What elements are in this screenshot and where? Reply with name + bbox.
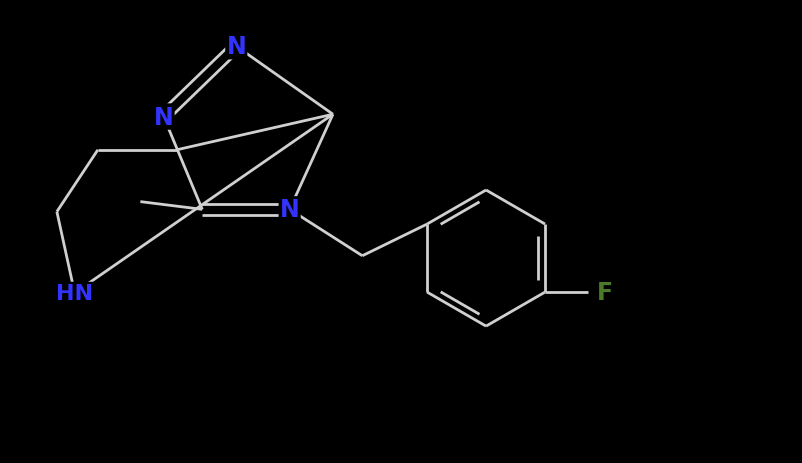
Text: F: F [597,281,613,305]
Text: N: N [226,35,246,59]
Text: N: N [280,198,299,222]
Text: N: N [154,105,173,129]
Text: HN: HN [56,283,93,303]
